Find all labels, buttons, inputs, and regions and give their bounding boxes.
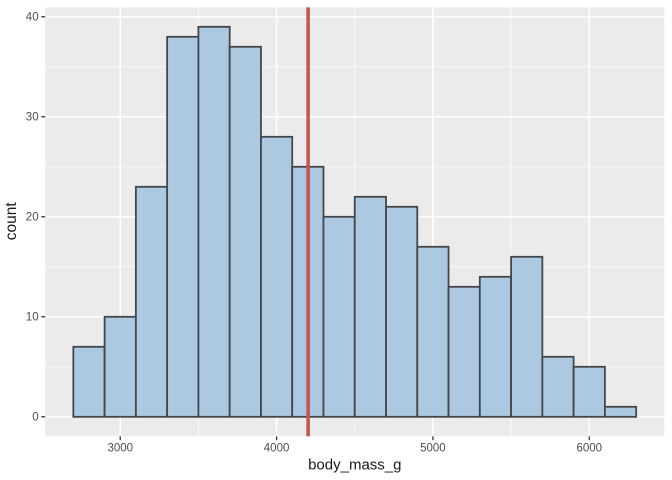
- svg-text:20: 20: [26, 212, 39, 224]
- svg-text:5000: 5000: [420, 443, 446, 455]
- svg-text:body_mass_g: body_mass_g: [308, 456, 401, 473]
- svg-text:count: count: [3, 202, 20, 241]
- svg-text:6000: 6000: [576, 443, 602, 455]
- svg-text:30: 30: [26, 112, 39, 124]
- svg-text:40: 40: [26, 12, 39, 24]
- svg-text:10: 10: [26, 312, 39, 324]
- svg-text:0: 0: [32, 412, 38, 424]
- svg-text:3000: 3000: [107, 443, 133, 455]
- svg-text:4000: 4000: [264, 443, 290, 455]
